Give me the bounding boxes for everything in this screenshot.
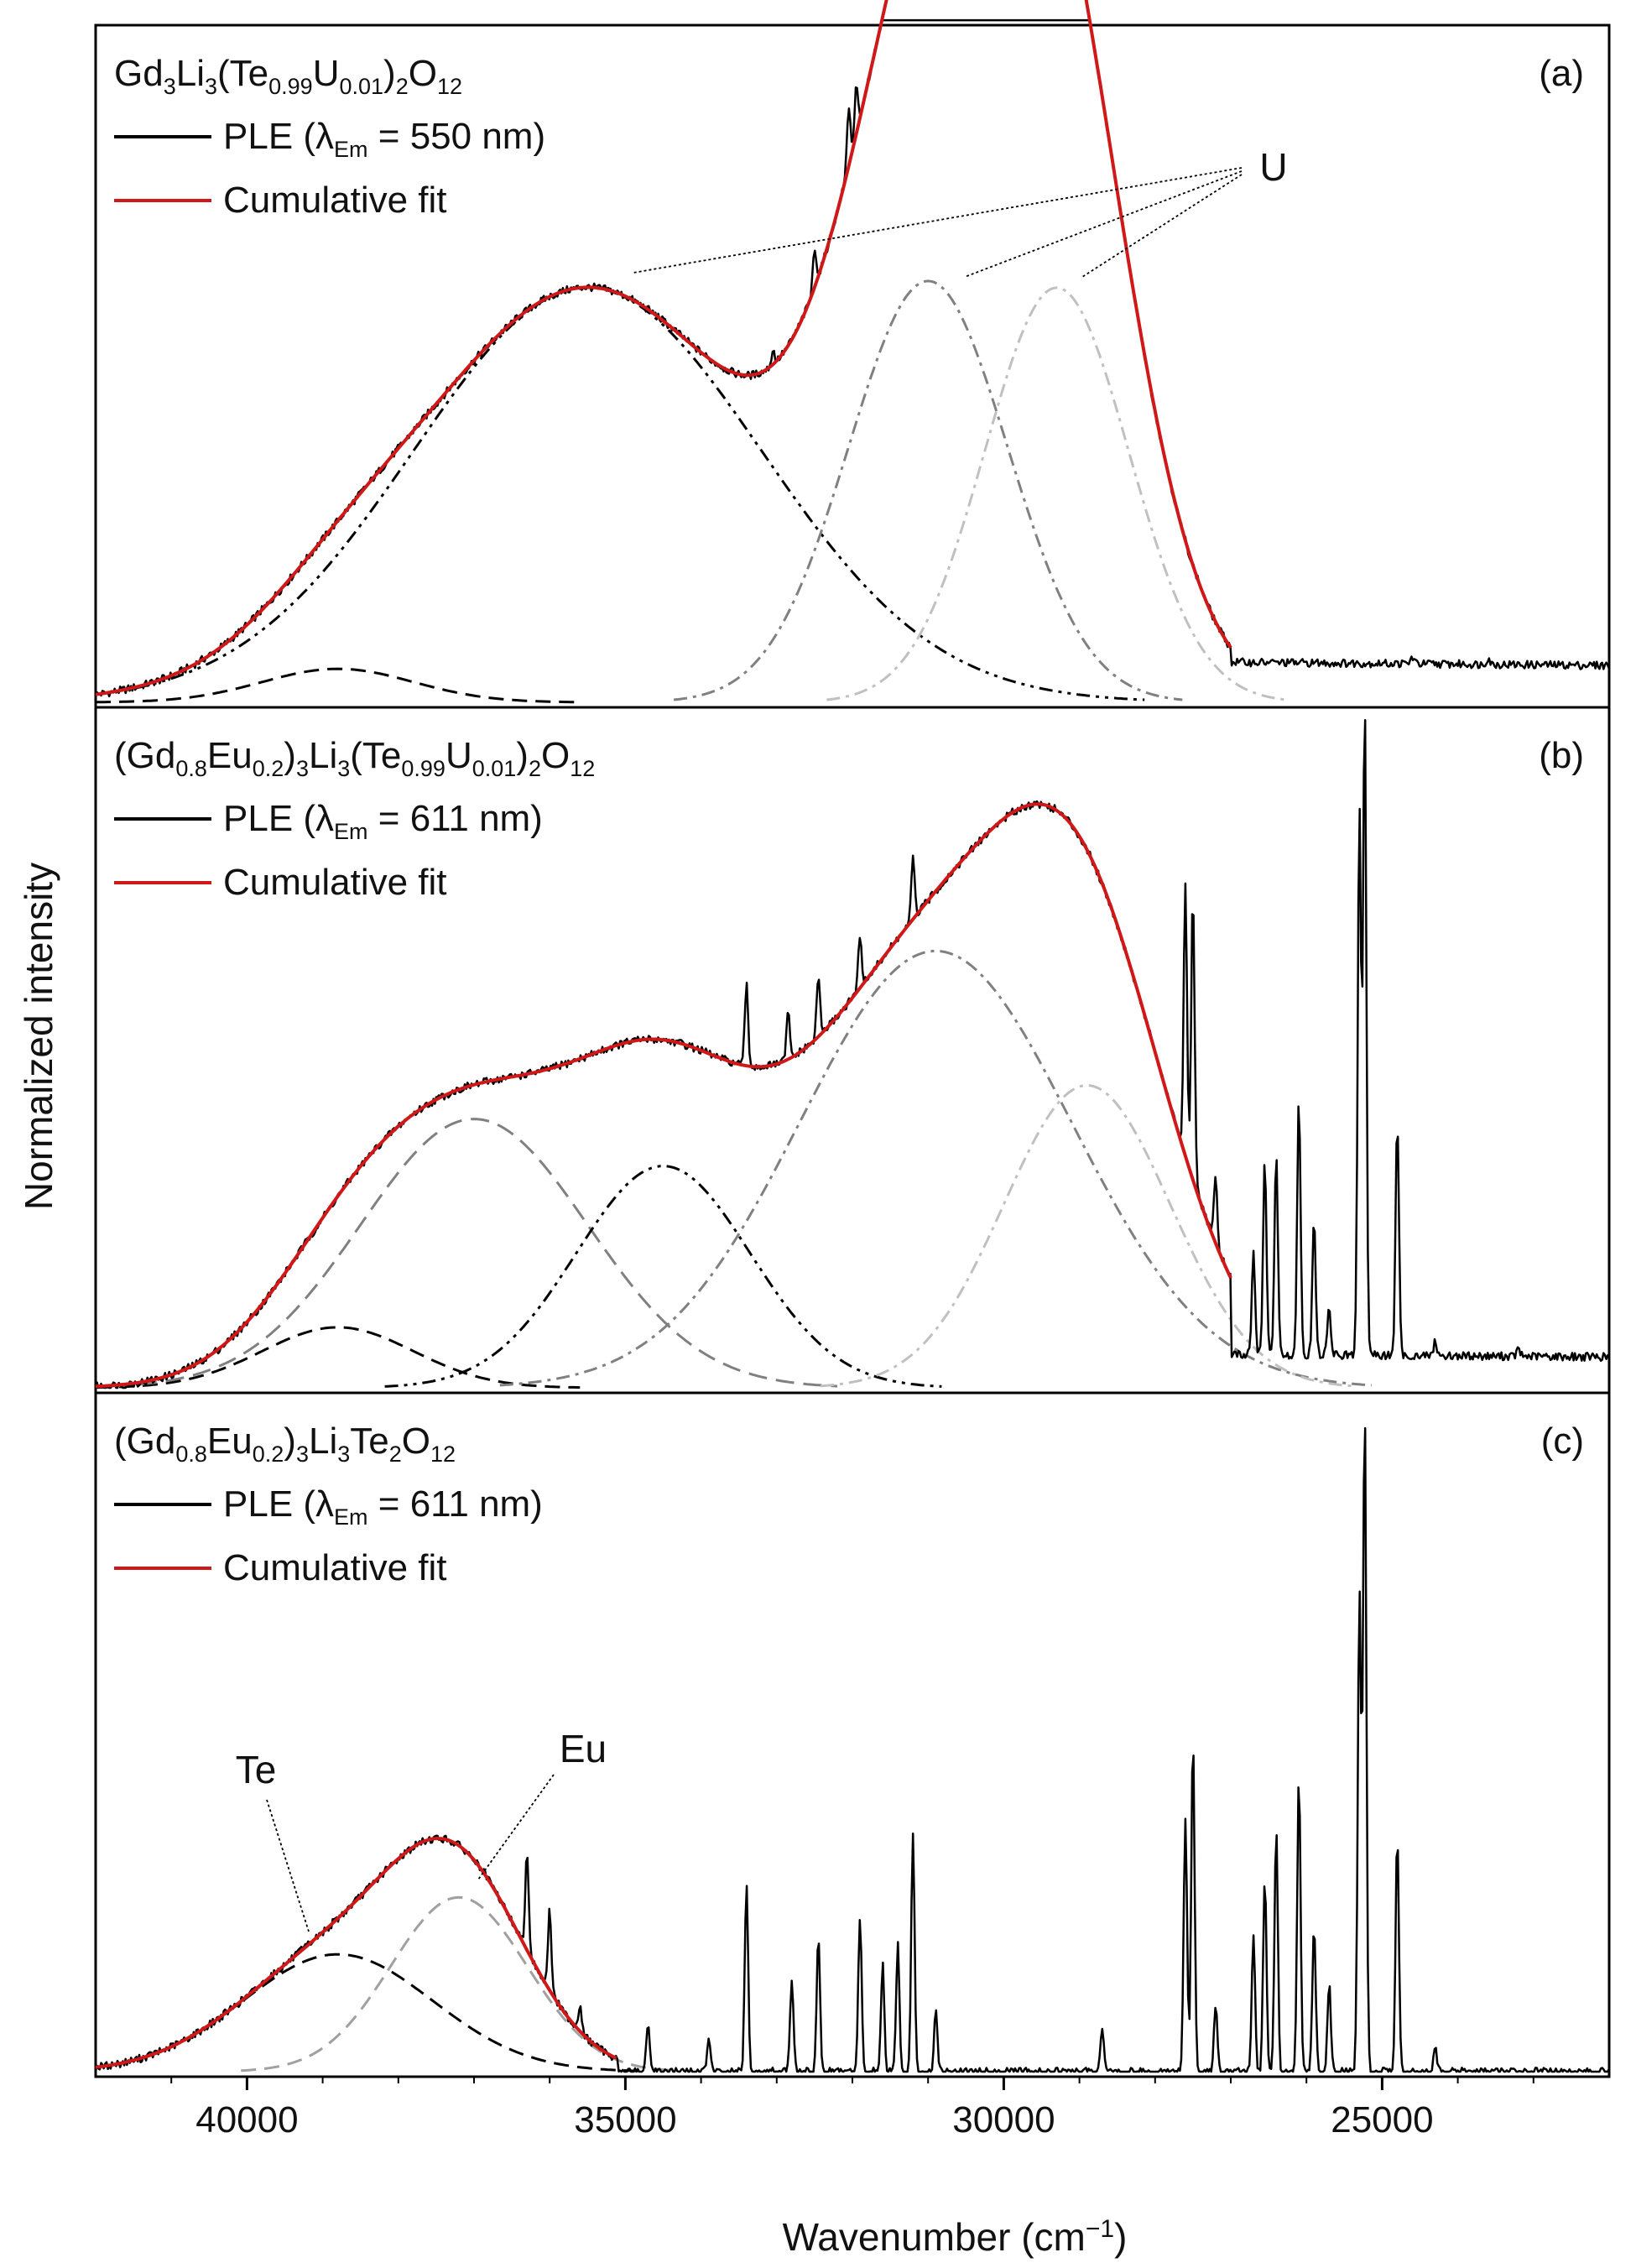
fit-component-2 bbox=[110, 1118, 838, 1388]
panels-layer: Gd3Li3(Te0.99U0.01)2O12 PLE (λEm = 550 nm… bbox=[94, 0, 1611, 2078]
legend-label: PLE (λEm = 550 nm) bbox=[223, 116, 545, 162]
panel-title: (Gd0.8Eu0.2)3Li3(Te0.99U0.01)2O12 bbox=[114, 735, 595, 781]
ple-spectrum bbox=[94, 1426, 1610, 2073]
annotation-leader bbox=[477, 1774, 555, 1880]
annotation-te: Te bbox=[236, 1748, 277, 1791]
annotation-eu: Eu bbox=[560, 1727, 607, 1770]
legend-label: PLE (λEm = 611 nm) bbox=[223, 1483, 543, 1530]
legend-label: PLE (λEm = 611 nm) bbox=[223, 798, 543, 844]
annotation-leader bbox=[633, 167, 1243, 274]
legend-label: Cumulative fit bbox=[223, 862, 447, 903]
panel-tag: (a) bbox=[1539, 53, 1584, 94]
x-tick-label: 25000 bbox=[1331, 2099, 1433, 2140]
x-axis-title: Wavenumber (cm−1) bbox=[783, 2215, 1128, 2260]
panel-tag: (c) bbox=[1541, 1421, 1584, 1462]
x-tick-label: 30000 bbox=[952, 2099, 1055, 2140]
fit-component-2 bbox=[241, 1895, 677, 2072]
fit-component-5 bbox=[821, 1083, 1354, 1388]
x-tick-label: 40000 bbox=[195, 2099, 298, 2140]
panel-title: (Gd0.8Eu0.2)3Li3Te2O12 bbox=[114, 1421, 456, 1467]
fit-component-1 bbox=[95, 667, 581, 704]
cumulative-fit-line bbox=[95, 802, 1232, 1389]
x-tick-label: 35000 bbox=[574, 2099, 676, 2140]
fit-component-3 bbox=[673, 279, 1183, 701]
fit-component-1 bbox=[95, 1326, 581, 1389]
fit-component-4 bbox=[499, 949, 1372, 1387]
legend-label: Cumulative fit bbox=[223, 180, 447, 221]
annotation-leader bbox=[266, 1799, 310, 1932]
panel-2: (Gd0.8Eu0.2)3Li3(Te0.99U0.01)2O12 PLE (λE… bbox=[94, 706, 1611, 1395]
annotation-leader bbox=[1081, 174, 1243, 278]
y-axis-title: Normalized intensity bbox=[17, 863, 60, 1210]
fit-component-3 bbox=[384, 1165, 942, 1388]
cumulative-fit-line bbox=[95, 1836, 617, 2069]
annotation-u: U bbox=[1259, 145, 1287, 189]
panel-1: Gd3Li3(Te0.99U0.01)2O12 PLE (λEm = 550 nm… bbox=[94, 0, 1611, 709]
annotation-leader bbox=[964, 170, 1243, 278]
cumulative-fit-line bbox=[95, 0, 1232, 696]
panel-3: (Gd0.8Eu0.2)3Li3Te2O12 PLE (λEm = 611 nm)… bbox=[94, 1391, 1611, 2078]
fit-component-4 bbox=[826, 286, 1287, 701]
panel-title: Gd3Li3(Te0.99U0.01)2O12 bbox=[114, 53, 462, 99]
panel-tag: (b) bbox=[1539, 735, 1584, 776]
fit-component-2 bbox=[96, 286, 1145, 701]
legend-label: Cumulative fit bbox=[223, 1547, 447, 1588]
x-axis: 40000 35000 30000 25000 bbox=[170, 2077, 1534, 2140]
